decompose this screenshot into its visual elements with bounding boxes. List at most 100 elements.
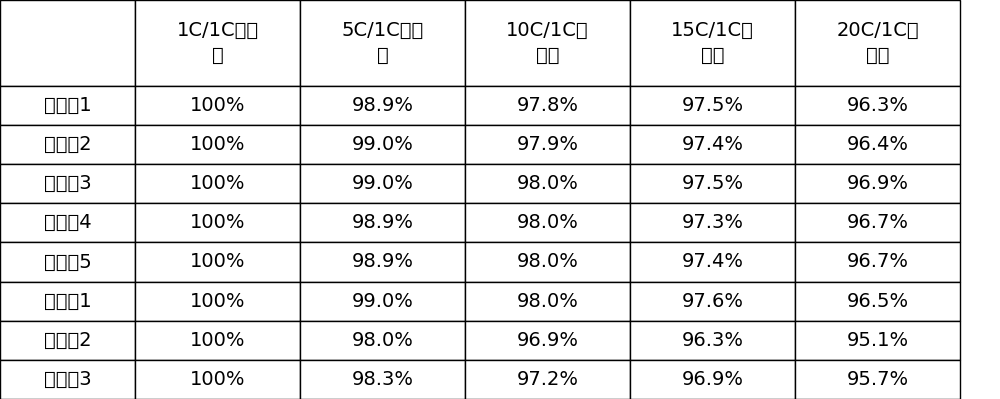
Text: 98.9%: 98.9% xyxy=(352,253,414,271)
Text: 96.9%: 96.9% xyxy=(847,174,909,193)
Text: 97.6%: 97.6% xyxy=(682,292,744,310)
Text: 96.7%: 96.7% xyxy=(847,253,909,271)
Text: 98.9%: 98.9% xyxy=(352,96,414,115)
Bar xyxy=(795,0,960,86)
Bar xyxy=(465,0,630,86)
Bar xyxy=(300,125,465,164)
Text: 99.0%: 99.0% xyxy=(352,292,413,310)
Bar xyxy=(300,203,465,243)
Text: 100%: 100% xyxy=(190,213,245,232)
Text: 98.0%: 98.0% xyxy=(517,174,578,193)
Bar xyxy=(465,321,630,360)
Bar xyxy=(630,282,795,321)
Bar xyxy=(135,243,300,282)
Text: 100%: 100% xyxy=(190,370,245,389)
Text: 97.9%: 97.9% xyxy=(517,135,579,154)
Bar xyxy=(795,243,960,282)
Bar xyxy=(795,125,960,164)
Text: 实施例5: 实施例5 xyxy=(44,253,91,271)
Text: 10C/1C容
量比: 10C/1C容 量比 xyxy=(506,21,589,65)
Bar xyxy=(795,86,960,125)
Text: 97.5%: 97.5% xyxy=(681,96,744,115)
Bar xyxy=(300,86,465,125)
Bar xyxy=(795,164,960,203)
Bar xyxy=(0,321,135,360)
Text: 100%: 100% xyxy=(190,292,245,310)
Text: 98.0%: 98.0% xyxy=(517,253,578,271)
Text: 100%: 100% xyxy=(190,135,245,154)
Bar xyxy=(0,282,135,321)
Text: 96.7%: 96.7% xyxy=(847,213,909,232)
Text: 100%: 100% xyxy=(190,96,245,115)
Bar xyxy=(465,203,630,243)
Text: 20C/1C容
量比: 20C/1C容 量比 xyxy=(836,21,919,65)
Text: 96.3%: 96.3% xyxy=(847,96,909,115)
Bar xyxy=(795,282,960,321)
Bar xyxy=(630,125,795,164)
Text: 97.3%: 97.3% xyxy=(682,213,744,232)
Text: 96.9%: 96.9% xyxy=(517,331,579,350)
Text: 99.0%: 99.0% xyxy=(352,135,413,154)
Bar xyxy=(135,360,300,399)
Text: 98.9%: 98.9% xyxy=(352,213,414,232)
Bar xyxy=(300,243,465,282)
Bar xyxy=(465,243,630,282)
Text: 98.3%: 98.3% xyxy=(352,370,414,389)
Bar xyxy=(795,360,960,399)
Text: 98.0%: 98.0% xyxy=(352,331,413,350)
Text: 1C/1C容量
比: 1C/1C容量 比 xyxy=(176,21,259,65)
Text: 97.2%: 97.2% xyxy=(517,370,579,389)
Text: 97.4%: 97.4% xyxy=(682,135,744,154)
Text: 97.5%: 97.5% xyxy=(681,174,744,193)
Text: 95.7%: 95.7% xyxy=(846,370,909,389)
Bar xyxy=(630,243,795,282)
Bar xyxy=(465,125,630,164)
Text: 96.5%: 96.5% xyxy=(846,292,909,310)
Bar xyxy=(135,125,300,164)
Bar xyxy=(135,203,300,243)
Bar xyxy=(795,203,960,243)
Text: 100%: 100% xyxy=(190,331,245,350)
Bar xyxy=(630,321,795,360)
Text: 96.9%: 96.9% xyxy=(682,370,744,389)
Text: 97.8%: 97.8% xyxy=(517,96,579,115)
Text: 96.3%: 96.3% xyxy=(682,331,744,350)
Bar xyxy=(465,360,630,399)
Bar xyxy=(300,282,465,321)
Bar xyxy=(0,243,135,282)
Text: 5C/1C容量
比: 5C/1C容量 比 xyxy=(341,21,424,65)
Text: 95.1%: 95.1% xyxy=(846,331,909,350)
Bar xyxy=(0,360,135,399)
Text: 100%: 100% xyxy=(190,174,245,193)
Bar xyxy=(300,321,465,360)
Bar xyxy=(630,0,795,86)
Bar xyxy=(630,86,795,125)
Text: 100%: 100% xyxy=(190,253,245,271)
Bar xyxy=(135,321,300,360)
Bar xyxy=(135,86,300,125)
Text: 对比例2: 对比例2 xyxy=(44,331,91,350)
Bar xyxy=(630,360,795,399)
Bar xyxy=(630,164,795,203)
Bar xyxy=(0,125,135,164)
Text: 96.4%: 96.4% xyxy=(847,135,909,154)
Bar xyxy=(300,0,465,86)
Bar xyxy=(135,282,300,321)
Bar xyxy=(465,86,630,125)
Bar xyxy=(135,0,300,86)
Bar xyxy=(795,321,960,360)
Text: 97.4%: 97.4% xyxy=(682,253,744,271)
Text: 实施例1: 实施例1 xyxy=(44,96,91,115)
Bar xyxy=(0,203,135,243)
Text: 实施例2: 实施例2 xyxy=(44,135,91,154)
Bar xyxy=(465,282,630,321)
Bar xyxy=(0,0,135,86)
Text: 99.0%: 99.0% xyxy=(352,174,413,193)
Text: 实施例4: 实施例4 xyxy=(44,213,91,232)
Bar xyxy=(465,164,630,203)
Bar xyxy=(630,203,795,243)
Bar xyxy=(135,164,300,203)
Text: 98.0%: 98.0% xyxy=(517,213,578,232)
Text: 15C/1C容
量比: 15C/1C容 量比 xyxy=(671,21,754,65)
Text: 对比例3: 对比例3 xyxy=(44,370,91,389)
